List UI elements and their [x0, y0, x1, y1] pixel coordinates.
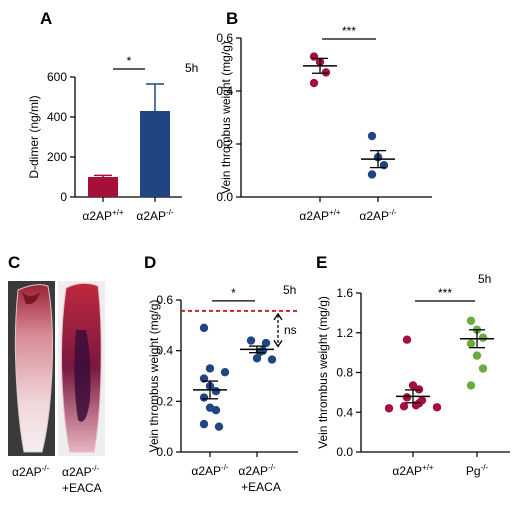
- x-tick-label: α2AP-/-: [238, 463, 276, 478]
- data-point: [205, 364, 215, 373]
- panel-c-photos: α2AP-/- α2AP-/- +EACA: [8, 281, 105, 495]
- y-tick-label: 0.6: [216, 31, 233, 45]
- time-label: 5h: [185, 61, 198, 75]
- vein-clot-left: [22, 292, 40, 305]
- photo-label-right: α2AP-/-: [62, 464, 100, 479]
- panel-letter-d: D: [144, 253, 156, 272]
- y-axis-label: Vein thrombus weight (mg/g): [147, 300, 161, 453]
- data-point: [367, 131, 377, 141]
- y-tick-label: 0.2: [156, 394, 173, 408]
- x-tick-label-line2: +EACA: [241, 480, 281, 494]
- y-tick-label: 0.0: [216, 190, 233, 204]
- significance-label: ***: [342, 24, 356, 38]
- panel-letter-b: B: [226, 9, 238, 28]
- y-axis-label: Vein thrombus weight (mg/g): [316, 296, 330, 449]
- data-point: [199, 323, 209, 333]
- data-point: [402, 335, 412, 344]
- panel-letter-a: A: [40, 9, 52, 28]
- panel-letter-e: E: [316, 253, 327, 272]
- data-point: [246, 336, 256, 345]
- vein-photo-left: [14, 284, 53, 453]
- data-point: [199, 419, 209, 429]
- y-tick-label: 1.6: [336, 286, 353, 300]
- significance-label: *: [127, 54, 132, 68]
- y-tick-label: 200: [47, 150, 67, 164]
- y-tick-label: 0.2: [216, 137, 233, 151]
- data-point: [466, 339, 476, 348]
- time-label: 5h: [283, 283, 296, 297]
- data-point: [211, 406, 221, 415]
- significance-label: ***: [438, 286, 452, 300]
- ns-arrow-head-down: [273, 340, 283, 348]
- y-tick-label: 0.4: [336, 405, 353, 419]
- photo-label-right-line2: +EACA: [62, 481, 102, 495]
- data-point: [399, 402, 409, 411]
- data-point: [267, 355, 277, 364]
- x-tick-label: α2AP+/+: [299, 208, 341, 223]
- x-tick-label: α2AP-/-: [136, 208, 174, 223]
- y-tick-label: 0.8: [336, 366, 353, 380]
- x-tick-label: α2AP+/+: [82, 208, 124, 223]
- bar: [88, 177, 118, 197]
- data-point: [472, 351, 482, 360]
- photo-label-left: α2AP-/-: [12, 464, 50, 479]
- vein-clot-right: [74, 330, 91, 422]
- ns-label: ns: [284, 323, 297, 337]
- data-point: [466, 316, 476, 326]
- bar: [140, 111, 170, 197]
- y-tick-label: 0: [60, 190, 67, 204]
- data-point: [321, 68, 331, 77]
- data-point: [478, 333, 488, 342]
- y-tick-label: 0.4: [156, 344, 173, 358]
- data-point: [214, 422, 224, 431]
- data-point: [220, 368, 230, 377]
- data-point: [432, 403, 442, 412]
- y-tick-label: 0.6: [156, 293, 173, 307]
- y-tick-label: 1.2: [336, 326, 353, 340]
- x-tick-label: α2AP+/+: [392, 463, 434, 478]
- x-tick-label: α2AP-/-: [191, 463, 229, 478]
- y-tick-label: 0.0: [156, 445, 173, 459]
- data-point: [309, 78, 319, 88]
- x-tick-label: α2AP-/-: [359, 208, 397, 223]
- x-tick-label: Pg-/-: [466, 463, 489, 478]
- significance-label: *: [231, 286, 236, 300]
- data-point: [408, 381, 418, 390]
- data-point: [402, 393, 412, 402]
- data-point: [199, 393, 209, 402]
- panel-letter-c: C: [8, 253, 20, 272]
- data-point: [384, 404, 394, 413]
- data-point: [367, 170, 377, 179]
- data-point: [478, 364, 488, 373]
- y-axis-label: Vein thrombus weight (mg/g): [219, 41, 233, 194]
- data-point: [211, 387, 221, 396]
- y-tick-label: 0.4: [216, 84, 233, 98]
- y-axis-label: D-dimer (ng/ml): [27, 95, 41, 178]
- data-point: [466, 381, 476, 390]
- data-point: [261, 338, 271, 348]
- panel-e-thrombus-chart: 0.0 0.4 0.8 1.2 1.6 Vein thrombus weight (mg/…: [316, 272, 510, 478]
- ns-arrow-head-up: [273, 312, 283, 321]
- y-tick-label: 0.0: [336, 445, 353, 459]
- panel-a-dimer-chart: 0 200 400 600 D-dimer (ng/ml) α2AP+/+ α2AP-/- 5…: [27, 54, 198, 223]
- y-tick-label: 600: [47, 70, 67, 84]
- y-tick-label: 400: [47, 110, 67, 124]
- time-label: 5h: [478, 272, 491, 286]
- data-point: [252, 354, 262, 363]
